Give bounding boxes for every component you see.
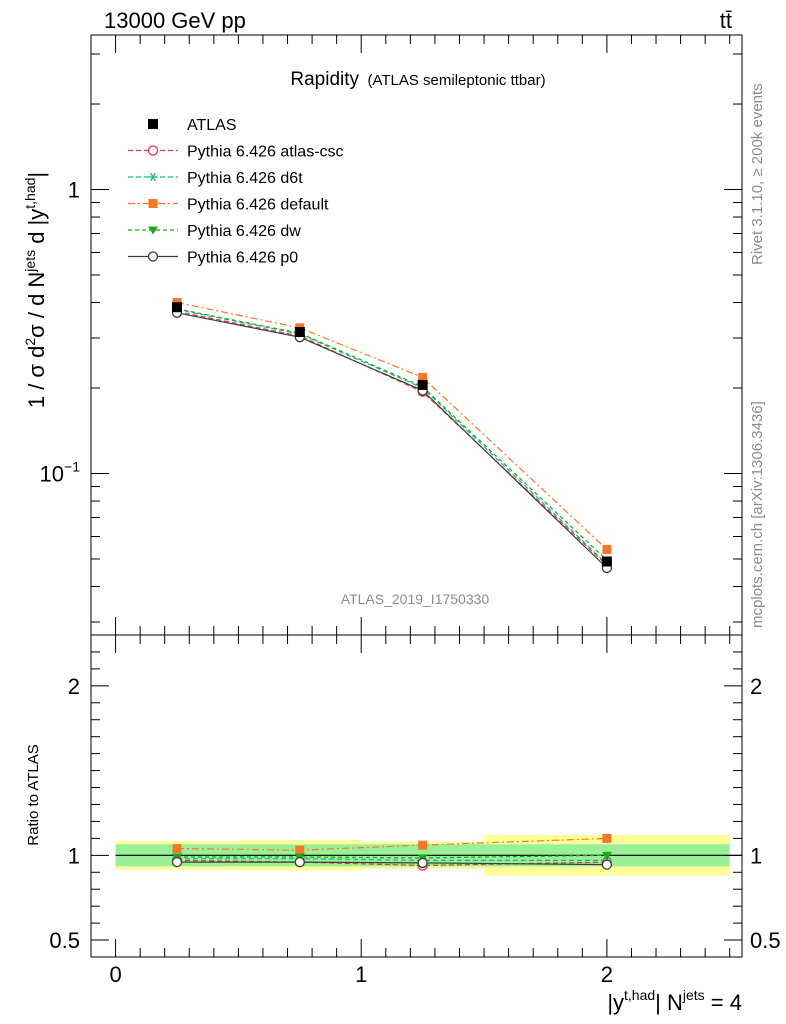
main-panel: 1 10−1 Rapidity (ATLAS semileptonic ttbar… (22, 34, 743, 636)
legend-entry: ATLAS (148, 117, 237, 134)
series-point-2 (602, 545, 612, 555)
ratio-panel: 0.5 0.5 1 1 2 2 Ratio to ATLAS (25, 634, 781, 958)
ratio-point-2 (418, 840, 428, 850)
ratio-point-2 (295, 845, 305, 855)
series-line-2 (176, 301, 608, 550)
x-tick-label: 1 (355, 962, 367, 987)
ratio-point-4 (601, 859, 613, 870)
legend-entry: Pythia 6.426 atlas-csc (128, 144, 344, 161)
ratio-y-tick-label: 2 (750, 674, 762, 699)
series-point-2 (418, 372, 428, 382)
series-line-3 (176, 308, 608, 561)
process-label: tt̄ (720, 8, 732, 33)
legend-label: ATLAS (187, 117, 237, 134)
rivet-label: Rivet 3.1.10, ≥ 200k events (749, 83, 766, 265)
ratio-point-3 (601, 851, 612, 860)
legend-label: Pythia 6.426 dw (187, 223, 301, 240)
legend-entry: Pythia 6.426 d6t (128, 170, 303, 187)
ratio-y-label: Ratio to ATLAS (25, 744, 42, 845)
asterisk-stroke (150, 172, 156, 182)
legend-marker (148, 226, 158, 235)
y-axis-label: 1 / σ d2σ / d Njets d |yt,had| (22, 172, 49, 408)
ratio-point-4 (294, 856, 305, 868)
ratio-line-2 (176, 837, 607, 851)
legend-label: Pythia 6.426 d6t (187, 170, 303, 187)
energy-label: 13000 GeV pp (104, 8, 246, 33)
ratio-frame (90, 634, 743, 958)
series-line-0 (176, 310, 608, 566)
legend-marker (148, 119, 158, 129)
x-tick-label: 0 (109, 962, 121, 987)
ratio-point-2 (602, 833, 612, 843)
legend-marker (148, 199, 158, 208)
y-tick-label: 10−1 (40, 459, 81, 487)
mcplots-label: mcplots.cern.ch [arXiv:1306.3436] (749, 401, 766, 628)
series-line-4 (176, 312, 608, 569)
legend-label: Pythia 6.426 atlas-csc (187, 144, 344, 161)
ratio-point-4 (171, 856, 183, 868)
data-point (601, 556, 612, 567)
legend-marker (147, 251, 159, 262)
legend-label: Pythia 6.426 p0 (187, 250, 298, 267)
ratio-line-4 (177, 861, 607, 866)
series-line-1 (176, 308, 608, 565)
watermark: ATLAS_2019_I1750330 (341, 591, 490, 607)
legend-label: Pythia 6.426 default (187, 197, 329, 214)
ratio-y-tick-label: 1 (68, 843, 80, 868)
legend-entry: Pythia 6.426 default (128, 197, 329, 214)
legend-marker (147, 145, 159, 156)
x-axis-label: |yt,had| Njets = 4 (607, 987, 742, 1015)
x-tick-label: 2 (601, 962, 613, 987)
ratio-y-tick-label: 2 (68, 674, 80, 699)
ratio-line-3 (177, 854, 607, 859)
ratio-point-4 (417, 857, 428, 869)
data-point (171, 302, 182, 313)
data-point (294, 326, 305, 337)
legend-marker (148, 172, 158, 182)
ratio-y-tick-label: 1 (750, 843, 762, 868)
chart-title: Rapidity (ATLAS semileptonic ttbar) (290, 69, 545, 90)
data-point (417, 379, 428, 390)
legend-entry: Pythia 6.426 p0 (128, 250, 298, 267)
ratio-y-tick-label: 0.5 (49, 928, 80, 953)
ratio-line-1 (177, 858, 607, 862)
legend: ATLAS Pythia 6.426 atlas-csc Pythia 6.426 … (128, 117, 344, 267)
y-tick-label: 1 (68, 178, 80, 203)
legend-entry: Pythia 6.426 dw (128, 223, 301, 240)
ratio-point-2 (172, 844, 182, 854)
ratio-y-tick-label: 0.5 (750, 928, 781, 953)
